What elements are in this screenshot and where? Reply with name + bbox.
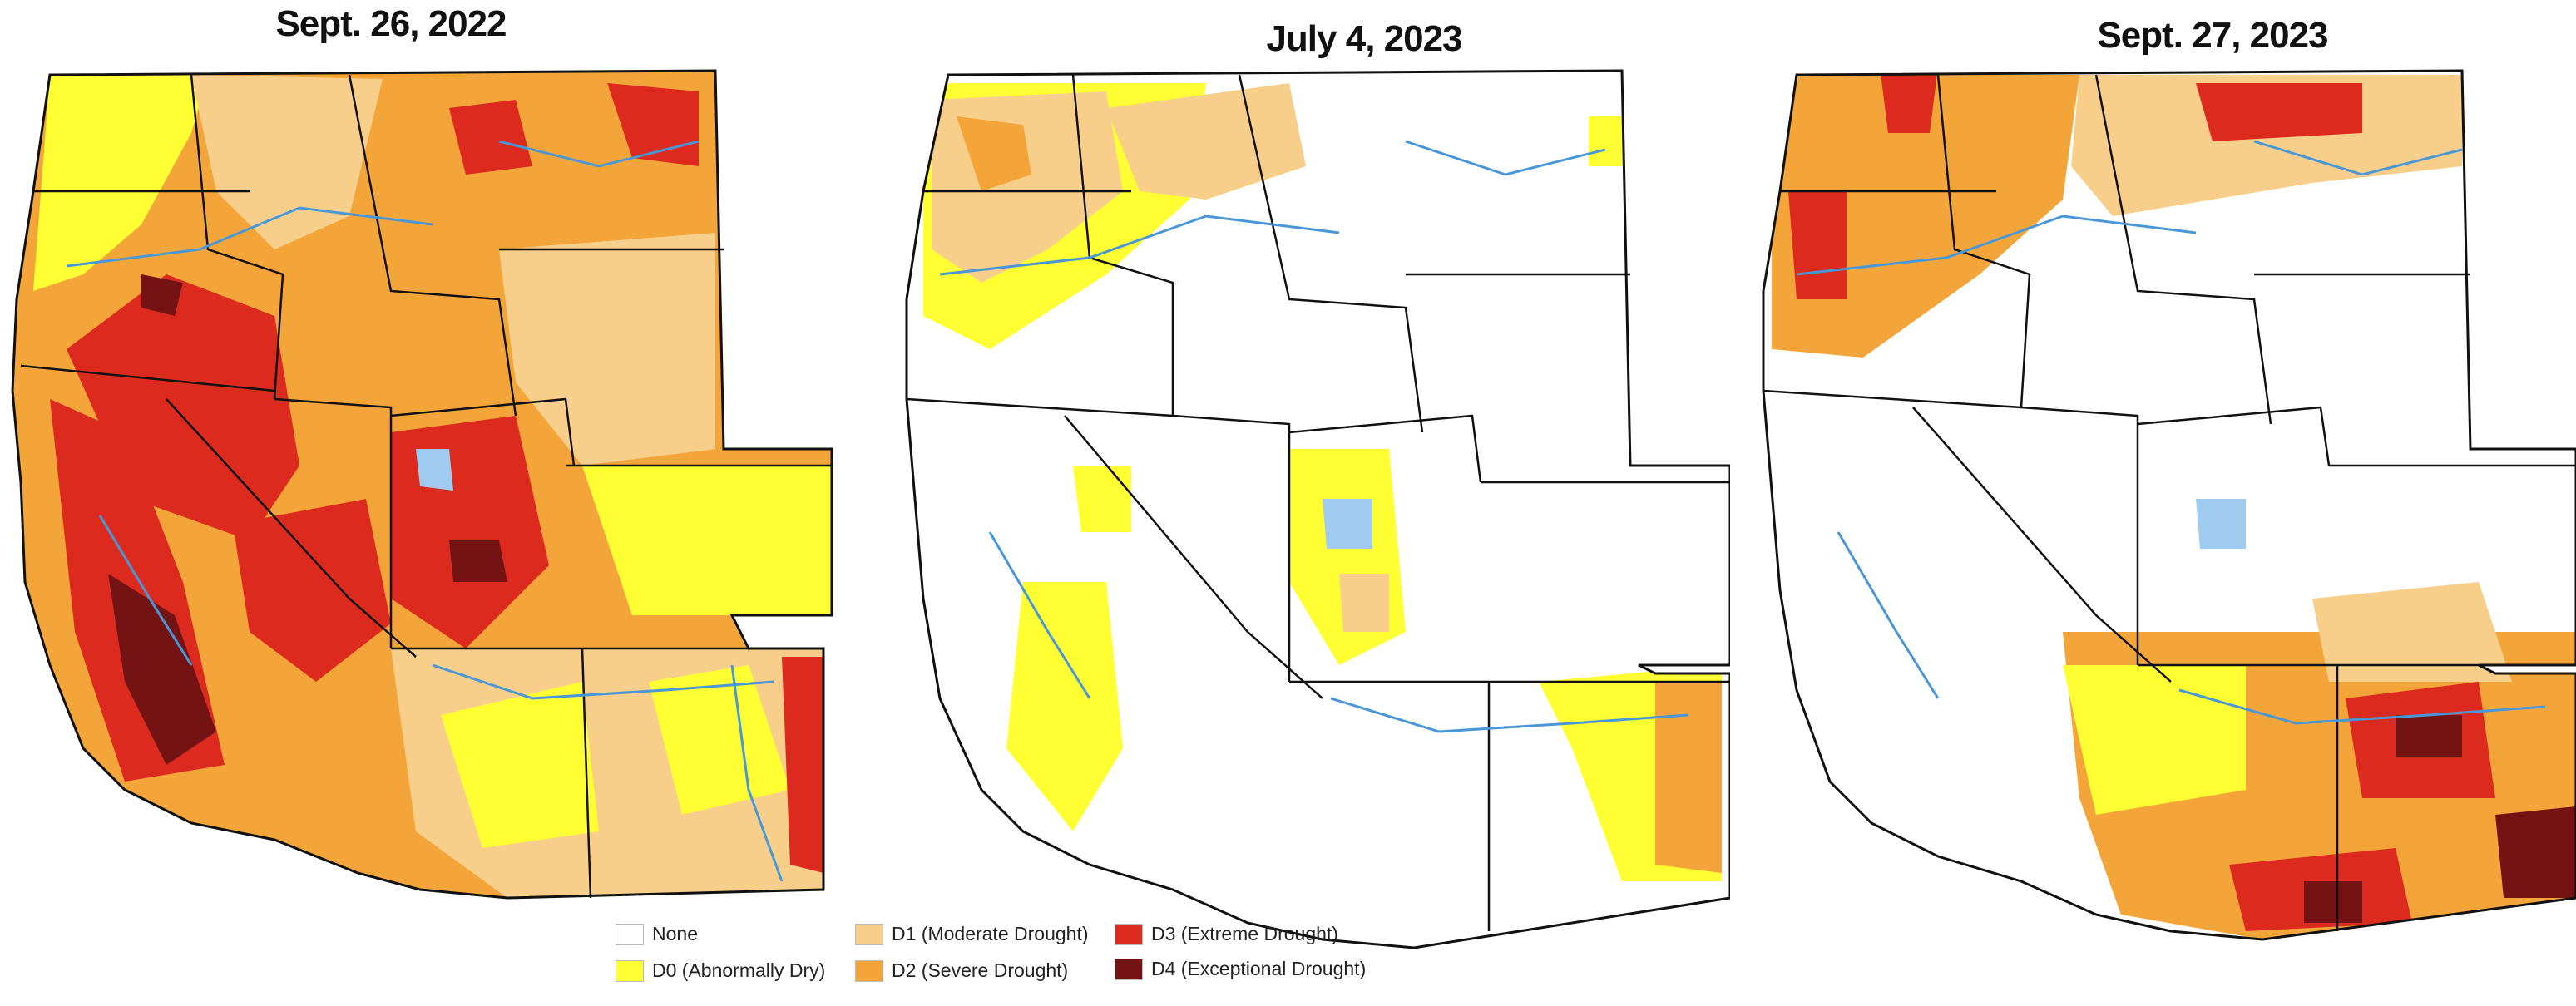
d0-area-arizona [2063, 665, 2246, 815]
legend-label-d2: D2 (Severe Drought) [892, 959, 1069, 981]
d1-area-idaho [191, 75, 383, 249]
legend-item-d3: D3 (Extreme Drought) [1115, 923, 1338, 945]
legend-label-d1: D1 (Moderate Drought) [892, 923, 1089, 944]
d0-area-utah-west [1073, 466, 1131, 532]
legend-swatch-none [616, 923, 644, 945]
legend-item-d0: D0 (Abnormally Dry) [616, 959, 825, 982]
rivers [939, 140, 1689, 733]
drought-legend: None D0 (Abnormally Dry) D1 (Moderate Dr… [616, 921, 1414, 996]
d3-area-nevada [233, 499, 391, 682]
d4-area-newmexico [2396, 715, 2462, 757]
legend-item-d2: D2 (Severe Drought) [855, 959, 1068, 982]
legend-swatch-d4 [1115, 958, 1143, 980]
region-outline [905, 69, 1730, 949]
d0-area-arizona-west [1006, 582, 1123, 831]
drought-map-2023-07 [905, 69, 1730, 949]
map-panel-2023-09-27: Sept. 27, 2023 [1730, 0, 2576, 1006]
great-salt-lake [2196, 499, 2246, 549]
d1-area-newmexico-north [2312, 582, 2512, 682]
legend-item-d4: D4 (Exceptional Drought) [1115, 958, 1366, 980]
d1-area-wyoming [499, 233, 715, 466]
state-borders [906, 74, 1730, 931]
d4-area-central-valley [108, 574, 216, 765]
state-borders [1763, 74, 2576, 931]
rivers [1796, 140, 2546, 725]
d2-area-east-nm [1655, 682, 1722, 873]
d1-area-montana [1106, 83, 1306, 200]
map-panel-2023-07-04: July 4, 2023 [857, 0, 1730, 1006]
map-panel-2022-09-26: Sept. 26, 2022 [0, 0, 857, 1006]
great-salt-lake [1323, 499, 1372, 549]
legend-swatch-d0 [616, 959, 644, 982]
legend-swatch-d3 [1115, 923, 1143, 945]
d3-area-montana-west [449, 100, 532, 175]
d4-area-oregon [141, 274, 183, 316]
d3-area-montana [2196, 83, 2362, 141]
d4-area-border-west [2304, 881, 2362, 923]
region-outline [11, 69, 833, 900]
legend-item-none: None [616, 923, 698, 945]
legend-label-d3: D3 (Extreme Drought) [1151, 923, 1338, 944]
d1-area-utah [1339, 574, 1389, 632]
d0-area-northwest [33, 75, 208, 291]
d2-area-northwest [1772, 75, 2079, 358]
map-title: Sept. 27, 2023 [2097, 15, 2328, 56]
d0-area-colorado [582, 466, 832, 615]
d0-area-dakota [1589, 116, 1639, 166]
map-title: Sept. 26, 2022 [275, 3, 507, 44]
legend-label-d4: D4 (Exceptional Drought) [1151, 958, 1367, 979]
d3-area-east-nm [782, 657, 823, 873]
d0-area-newmexico [649, 665, 790, 815]
d4-area-border-east [2495, 806, 2576, 898]
legend-swatch-d2 [855, 959, 883, 982]
legend-item-d1: D1 (Moderate Drought) [855, 923, 1089, 945]
d3-area-montana-east [607, 83, 699, 166]
d0-area-arizona [441, 682, 599, 848]
legend-label-none: None [652, 923, 698, 944]
d3-area-oregon-coast [1788, 191, 1847, 299]
drought-map-2023-09 [1762, 69, 2576, 941]
great-salt-lake [416, 449, 453, 491]
map-title: July 4, 2023 [1266, 18, 1462, 59]
drought-map-2022 [11, 69, 833, 900]
d3-area-washington [1880, 71, 1938, 133]
legend-swatch-d1 [855, 923, 883, 945]
rivers [66, 140, 784, 882]
d4-area-utah [449, 540, 507, 582]
region-outline [1762, 69, 2576, 941]
state-borders [20, 74, 832, 899]
legend-label-d0: D0 (Abnormally Dry) [652, 959, 826, 981]
d2-area-washington [957, 116, 1031, 191]
